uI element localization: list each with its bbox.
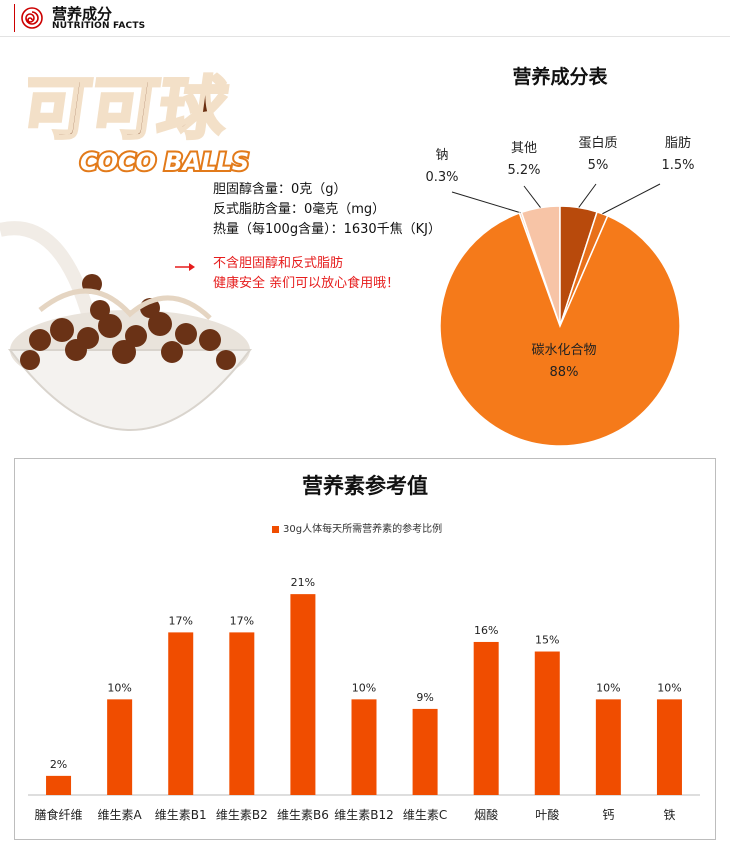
category-label: 烟酸 <box>474 807 498 822</box>
category-label: 维生素A <box>98 808 143 822</box>
bar-value-label: 2% <box>50 758 67 771</box>
bar-chart-frame <box>14 458 716 840</box>
bar-chart-legend: 30g人体每天所需营养素的参考比例 <box>272 520 442 535</box>
pie-label-protein: 蛋白质 5% <box>578 136 618 173</box>
pie-label-sodium: 钠 0.3% <box>425 148 459 185</box>
pie-label-carbs: 碳水化合物 88% <box>531 343 597 380</box>
header-subtitle: NUTRITION FACTS <box>52 21 146 31</box>
category-label: 钙 <box>602 808 614 822</box>
highlight-note: 不含胆固醇和反式脂肪 健康安全 亲们可以放心食用哦！ <box>213 254 399 294</box>
section-header: 营养成分 NUTRITION FACTS <box>0 0 730 37</box>
pie-chart-title: 营养成分表 <box>512 66 608 88</box>
category-label: 铁 <box>663 808 675 822</box>
cereal-bowl-image <box>0 221 253 431</box>
bar-value-label: 10% <box>596 681 620 694</box>
arrow-icon <box>175 263 195 271</box>
highlight-line: 不含胆固醇和反式脂肪 <box>213 256 344 271</box>
info-line: 胆固醇含量：0克（g） <box>213 182 347 197</box>
brand-name-cn: 可可球 <box>28 70 233 149</box>
bar <box>534 651 560 795</box>
bar <box>229 632 255 795</box>
bar-value-label: 15% <box>535 634 559 647</box>
bar <box>656 699 682 795</box>
category-label: 维生素C <box>403 808 447 822</box>
category-label: 维生素B1 <box>155 808 207 822</box>
bar <box>107 699 133 795</box>
category-label: 膳食纤维 <box>35 807 83 822</box>
brand-name-en: COCO BALLS <box>80 148 249 176</box>
bar <box>351 699 377 795</box>
bar-value-label: 16% <box>474 624 498 637</box>
bar-value-label: 9% <box>416 691 433 704</box>
header-title: 营养成分 <box>52 5 113 23</box>
legend-swatch <box>272 525 279 533</box>
info-line: 热量（每100g含量）：1630千焦（KJ） <box>213 222 442 237</box>
bar-value-label: 10% <box>107 681 131 694</box>
header-divider <box>14 4 15 32</box>
legend-label: 30g人体每天所需营养素的参考比例 <box>283 524 443 535</box>
pie-label-fat: 脂肪 1.5% <box>661 136 695 173</box>
category-label: 叶酸 <box>535 807 559 822</box>
bar <box>412 708 438 795</box>
highlight-line: 健康安全 亲们可以放心食用哦！ <box>213 276 400 291</box>
spiral-icon <box>21 7 43 29</box>
bar <box>46 775 72 795</box>
bar-value-label: 10% <box>352 681 376 694</box>
bar <box>595 699 621 795</box>
pie-label-other: 其他 5.2% <box>507 141 541 178</box>
bar <box>168 632 194 795</box>
category-label: 维生素B12 <box>334 808 394 822</box>
info-line: 反式脂肪含量：0毫克（mg） <box>213 202 386 217</box>
category-label: 维生素B6 <box>277 808 329 822</box>
bar <box>473 641 499 795</box>
category-label: 维生素B2 <box>216 808 268 822</box>
bar-value-label: 17% <box>169 614 193 627</box>
bar-value-label: 21% <box>291 576 315 589</box>
bar <box>290 594 316 795</box>
bar-chart-title: 营养素参考值 <box>302 474 428 498</box>
bar-value-label: 17% <box>230 614 254 627</box>
nutrition-info: 胆固醇含量：0克（g） 反式脂肪含量：0毫克（mg） 热量（每100g含量）：1… <box>213 180 441 240</box>
bar-value-label: 10% <box>657 681 681 694</box>
brand-logo: 可可球 COCO BALLS <box>28 70 251 178</box>
